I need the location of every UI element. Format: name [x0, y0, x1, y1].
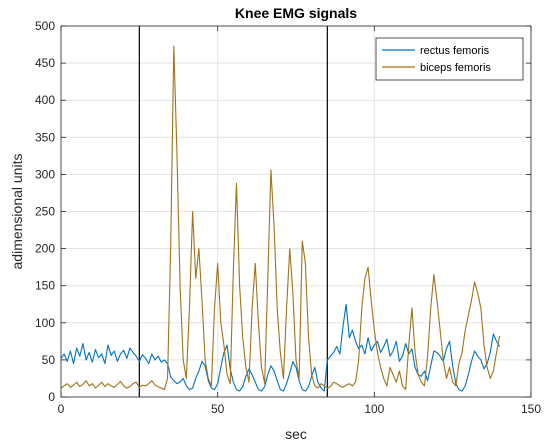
x-tick-label: 100: [364, 402, 384, 416]
vertical-markers: [138, 26, 328, 397]
legend-label: rectus femoris: [420, 45, 490, 57]
y-tick-label: 0: [48, 390, 55, 404]
y-tick-label: 400: [35, 93, 55, 107]
legend: rectus femoris biceps femoris: [375, 37, 524, 81]
chart-title: Knee EMG signals: [235, 5, 357, 21]
y-tick-label: 300: [35, 167, 55, 181]
legend-box: [375, 37, 524, 81]
y-tick-label: 200: [35, 242, 55, 256]
series-layer: [60, 45, 501, 392]
x-tick-label: 50: [211, 402, 225, 416]
x-tick-label: 150: [521, 402, 541, 416]
y-tick-label: 450: [35, 56, 55, 70]
legend-label: biceps femoris: [420, 62, 491, 74]
y-tick-label: 150: [35, 279, 55, 293]
y-tick-label: 350: [35, 130, 55, 144]
y-tick-label: 100: [35, 316, 55, 330]
y-tick-label: 50: [42, 353, 56, 367]
tick-labels: 0 50 100 150 0 50 100 150 200 250 300 350 400 450 500: [35, 19, 541, 416]
y-tick-label: 250: [35, 205, 55, 219]
x-axis-label: sec: [285, 426, 307, 442]
series-line: [60, 45, 501, 391]
series-line: [60, 303, 501, 392]
y-axis-label: adimensional units: [9, 154, 25, 270]
y-tick-label: 500: [35, 19, 55, 33]
x-tick-label: 0: [58, 402, 65, 416]
